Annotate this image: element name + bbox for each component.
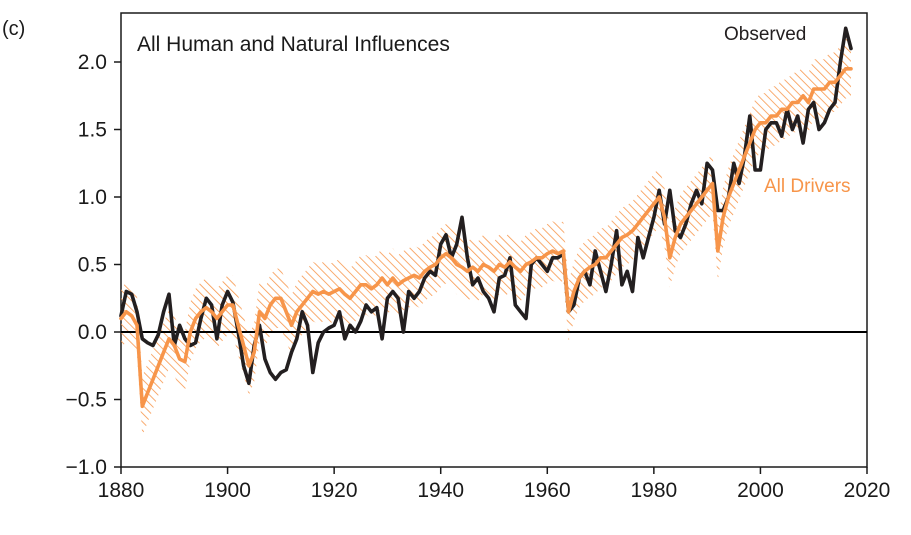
chart-title: All Human and Natural Influences bbox=[137, 33, 450, 56]
plot-frame bbox=[120, 12, 868, 468]
y-tick-label: 0.5 bbox=[78, 254, 107, 277]
x-tick-label: 1980 bbox=[630, 479, 677, 502]
panel-label: (c) bbox=[2, 18, 25, 40]
x-tick-label: 1900 bbox=[204, 479, 251, 502]
y-tick-label: 1.0 bbox=[78, 186, 107, 209]
y-tick-label: 2.0 bbox=[78, 51, 107, 74]
all-drivers-line bbox=[119, 67, 853, 409]
x-tick-label: 1880 bbox=[98, 479, 145, 502]
all-drivers-label: All Drivers bbox=[764, 176, 851, 197]
y-tick-label: −1.0 bbox=[66, 456, 107, 479]
x-tick-label: 2000 bbox=[737, 479, 784, 502]
x-tick-label: 1940 bbox=[417, 479, 464, 502]
uncertainty-band-area bbox=[121, 39, 851, 436]
y-tick-label: −0.5 bbox=[66, 389, 107, 412]
observed-label: Observed bbox=[724, 24, 806, 45]
x-tick-label: 1960 bbox=[524, 479, 571, 502]
x-tick-label: 2020 bbox=[844, 479, 891, 502]
y-axis: −1.0 −0.5 0.0 0.5 1.0 1.5 2.0 bbox=[66, 51, 121, 479]
x-tick-label: 1920 bbox=[311, 479, 358, 502]
y-tick-label: 1.5 bbox=[78, 119, 107, 142]
y-tick-label: 0.0 bbox=[78, 321, 107, 344]
all-drivers-series bbox=[119, 67, 853, 409]
x-axis: 1880 1900 1920 1940 1960 1980 2000 2020 bbox=[98, 467, 891, 502]
uncertainty-band bbox=[121, 39, 851, 436]
